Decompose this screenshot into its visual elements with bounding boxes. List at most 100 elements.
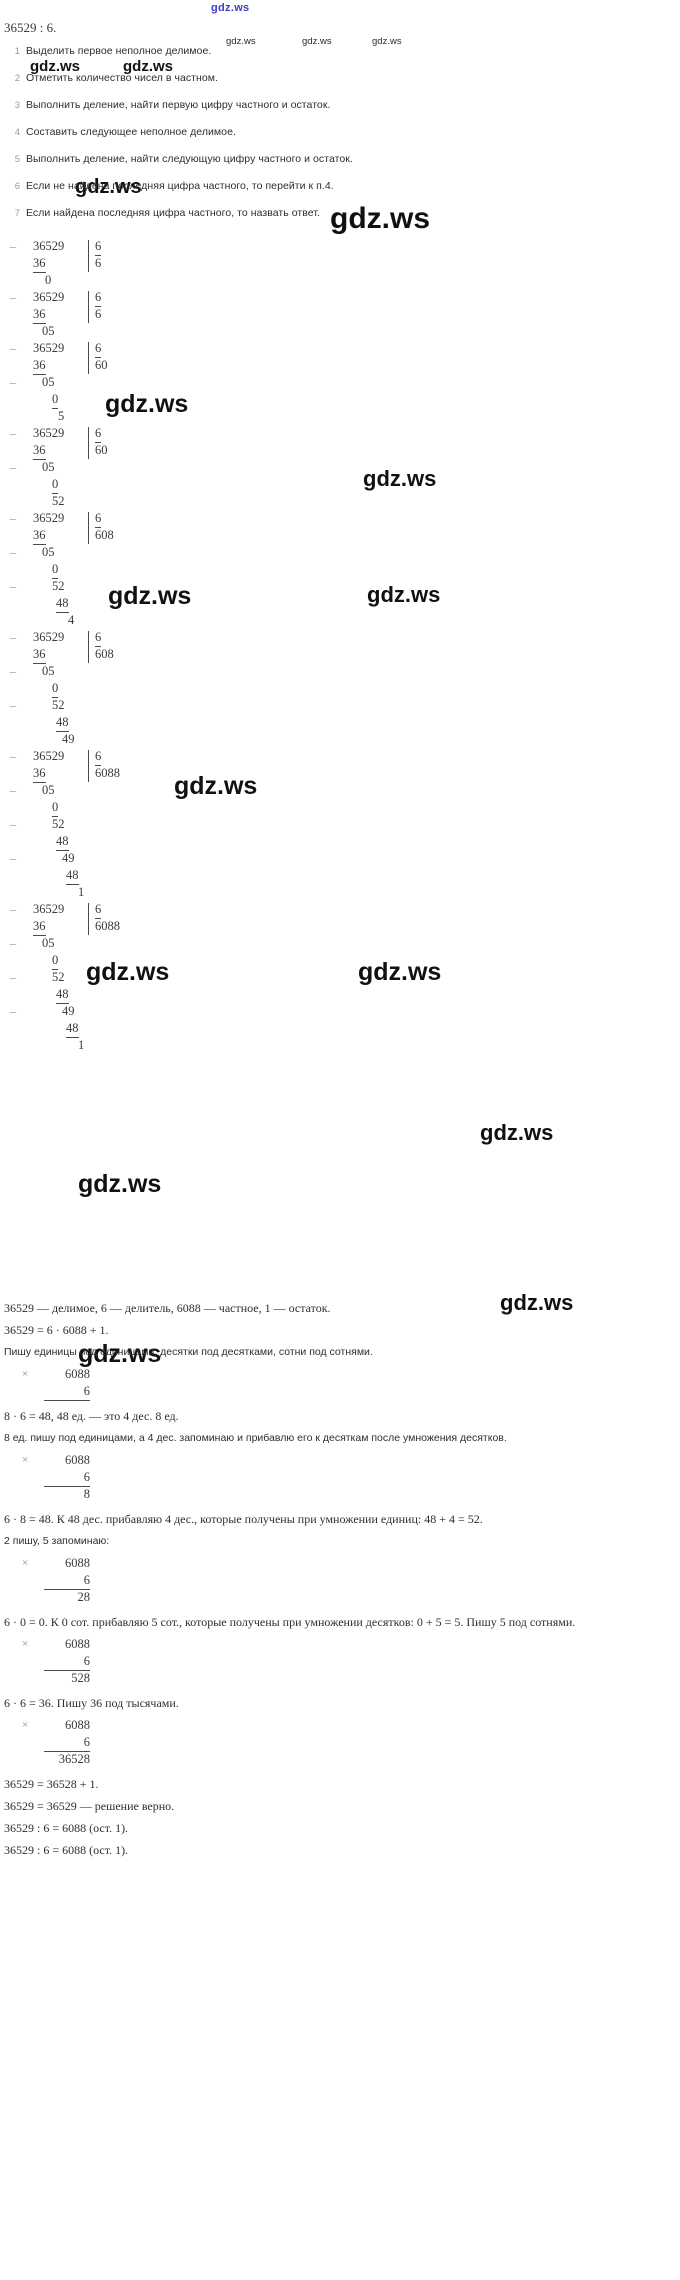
division-row: – 49: [0, 850, 680, 867]
division-row: 36: [0, 527, 680, 545]
minus-sign: –: [10, 341, 16, 355]
multiplication-row: 6: [0, 1734, 680, 1752]
minus-sign: –: [10, 970, 16, 984]
factor-bottom: 6: [44, 1469, 90, 1487]
division-row: 0: [0, 680, 680, 698]
long-division-block: – 36529 36 – 05 0 5 6 60: [0, 340, 680, 425]
long-division-block: – 36529 36 05 6 6: [0, 289, 680, 340]
verification-section: 36529 — делимое, 6 — делитель, 6088 — ча…: [0, 1300, 680, 1864]
divisor: 6: [95, 425, 102, 443]
multiplication-row: 528: [0, 1670, 680, 1687]
explanation-text: 6 · 8 = 48. К 48 дес. прибавляю 4 дес., …: [4, 1512, 483, 1526]
division-row: – 05: [0, 663, 680, 680]
division-value: 52: [52, 817, 65, 831]
division-value: 36529: [33, 341, 65, 355]
division-value: 36529: [33, 630, 65, 644]
division-row: – 36529: [0, 510, 680, 527]
division-row: 36: [0, 765, 680, 783]
algorithm-step: 5 Выполнить деление, найти следующую цифр…: [0, 153, 680, 181]
division-row: 0: [0, 952, 680, 970]
division-row: – 52: [0, 969, 680, 986]
product: 528: [71, 1671, 90, 1685]
division-value: 52: [52, 970, 65, 984]
division-row: – 52: [0, 816, 680, 833]
minus-sign: –: [10, 783, 16, 797]
division-row: – 05: [0, 374, 680, 391]
division-value: 36: [33, 646, 46, 664]
quotient: 60: [95, 443, 108, 457]
division-row: 36: [0, 255, 680, 273]
multiplication-row: 8: [0, 1486, 680, 1503]
division-value: 4: [68, 613, 75, 627]
explanation-text: Пишу единицы под единицами, десятки под …: [4, 1346, 373, 1358]
division-row: 0: [0, 272, 680, 289]
step-number: 3: [14, 100, 20, 111]
product: 8: [83, 1487, 90, 1501]
multiplication-block: × 6088 6: [0, 1366, 680, 1401]
explanation-text: 6 · 6 = 36. Пишу 36 под тысячами.: [4, 1696, 179, 1710]
division-value: 05: [42, 375, 55, 389]
division-value: 0: [52, 952, 59, 970]
factor-top: 6088: [65, 1367, 90, 1381]
times-sign: ×: [22, 1719, 29, 1731]
division-value: 0: [52, 476, 59, 494]
division-row: – 05: [0, 459, 680, 476]
division-value: 05: [42, 324, 55, 338]
division-row: 4: [0, 612, 680, 629]
explanation-text: 36529 : 6 = 6088 (ост. 1).: [4, 1821, 129, 1835]
multiplication-block: × 6088 6 28: [0, 1555, 680, 1606]
multiplication-row: 6: [0, 1572, 680, 1590]
quotient: 6088: [95, 766, 120, 780]
division-row: – 05: [0, 544, 680, 561]
division-value: 0: [52, 391, 59, 409]
watermark: gdz.ws: [78, 1170, 162, 1198]
quotient: 6: [95, 307, 102, 321]
minus-sign: –: [10, 460, 16, 474]
factor-bottom: 6: [44, 1653, 90, 1671]
algorithm-step: 6 Если не найдена последняя цифра частног…: [0, 180, 680, 208]
division-value: 05: [42, 460, 55, 474]
multiplication-row: × 6088: [0, 1636, 680, 1653]
division-value: 05: [42, 545, 55, 559]
minus-sign: –: [10, 936, 16, 950]
explanation-text: 36529 = 6 · 6088 + 1.: [4, 1323, 109, 1337]
multiplication-row: 36528: [0, 1751, 680, 1768]
division-bar: [88, 427, 89, 459]
division-bar: [88, 631, 89, 663]
division-row: 0: [0, 799, 680, 817]
division-value: 52: [52, 579, 65, 593]
division-row: – 36529: [0, 238, 680, 255]
divisor: 6: [95, 238, 102, 256]
explanation-text: 36529 — делимое, 6 — делитель, 6088 — ча…: [4, 1301, 331, 1315]
division-row: – 52: [0, 697, 680, 714]
division-row: 52: [0, 493, 680, 510]
algorithm-step: 7 Если найдена последняя цифра частного, …: [0, 207, 680, 235]
division-value: 36: [33, 357, 46, 375]
divisor: 6: [95, 748, 102, 766]
minus-sign: –: [10, 579, 16, 593]
minus-sign: –: [10, 664, 16, 678]
division-value: 36529: [33, 902, 65, 916]
division-value: 05: [42, 664, 55, 678]
multiplication-row: 6: [0, 1383, 680, 1401]
division-row: – 05: [0, 935, 680, 952]
division-value: 36: [33, 306, 46, 324]
division-row: 48: [0, 1020, 680, 1038]
division-value: 05: [42, 783, 55, 797]
explanation-text: 2 пишу, 5 запоминаю:: [4, 1535, 110, 1547]
times-sign: ×: [22, 1454, 29, 1466]
division-value: 05: [42, 936, 55, 950]
division-value: 36: [33, 527, 46, 545]
minus-sign: –: [10, 1004, 16, 1018]
division-row: 36: [0, 918, 680, 936]
explanation-text: 8 ед. пишу под единицами, а 4 дес. запом…: [4, 1432, 507, 1444]
division-bar: [88, 291, 89, 323]
division-value: 1: [78, 1038, 85, 1052]
division-value: 49: [62, 732, 75, 746]
minus-sign: –: [10, 545, 16, 559]
long-division-block: – 36529 36 – 05 0 52 6 60: [0, 425, 680, 510]
division-value: 48: [56, 986, 69, 1004]
division-value: 36: [33, 255, 46, 273]
long-division-block: – 36529 36 0 6 6: [0, 238, 680, 289]
